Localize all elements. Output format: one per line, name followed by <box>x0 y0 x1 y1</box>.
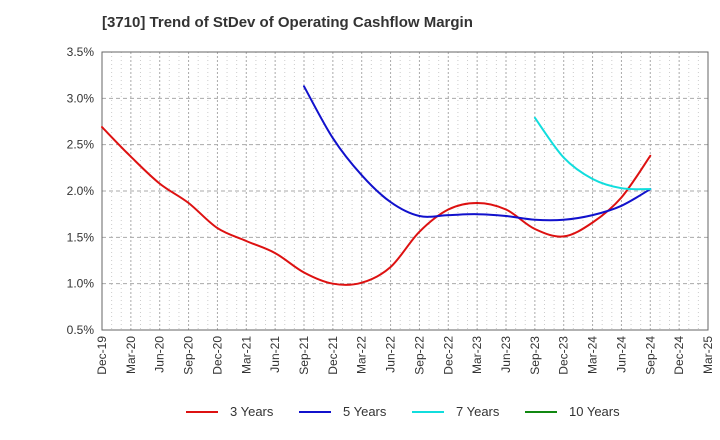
y-tick-label: 0.5% <box>67 323 95 337</box>
x-tick-label: Jun-22 <box>384 336 398 373</box>
legend-label: 7 Years <box>456 404 500 419</box>
x-tick-label: Dec-21 <box>326 336 340 375</box>
line-chart: 0.5% 1.0% 1.5% 2.0% 2.5% 3.0% 3.5% Dec-19 Mar-2… <box>67 45 715 375</box>
x-tick-label: Sep-21 <box>297 336 311 375</box>
x-tick-label: Jun-20 <box>153 336 167 373</box>
y-tick-label: 2.5% <box>67 138 95 152</box>
x-tick-label: Sep-24 <box>643 336 657 375</box>
y-tick-label: 1.5% <box>67 230 95 244</box>
x-tick-label: Dec-24 <box>672 336 686 375</box>
x-tick-label: Mar-22 <box>355 336 369 374</box>
y-tick-label: 3.5% <box>67 45 95 59</box>
x-tick-label: Sep-23 <box>528 336 542 375</box>
series-line-7-years <box>533 116 652 191</box>
x-tick-label: Jun-21 <box>268 336 282 373</box>
x-tick-label: Mar-24 <box>586 336 600 374</box>
x-tick-labels: Dec-19 Mar-20 Jun-20 Sep-20 Dec-20 Mar-21 Jun-… <box>95 336 715 375</box>
series-line-5-years <box>303 85 652 222</box>
x-tick-label: Jun-23 <box>499 336 513 373</box>
series-line-3-years <box>101 126 652 286</box>
legend-item: 10 Years <box>525 404 620 419</box>
plot-border <box>101 51 709 331</box>
x-tick-label: Jun-24 <box>614 336 628 373</box>
x-tick-label: Dec-22 <box>441 336 455 375</box>
y-tick-label: 2.0% <box>67 184 95 198</box>
x-tick-label: Mar-20 <box>124 336 138 374</box>
legend-label: 10 Years <box>569 404 620 419</box>
legend-item: 3 Years <box>186 404 273 419</box>
x-tick-label: Sep-20 <box>182 336 196 375</box>
x-tick-label: Dec-20 <box>210 336 224 375</box>
legend-swatch <box>186 410 218 413</box>
series-lines <box>101 85 652 286</box>
legend-item: 5 Years <box>299 404 386 419</box>
x-tick-label: Sep-22 <box>412 336 426 375</box>
legend-swatch <box>299 410 331 413</box>
legend: 3 Years 5 Years 7 Years 10 Years <box>0 404 720 426</box>
x-tick-label: Dec-19 <box>95 336 109 375</box>
legend-label: 3 Years <box>230 404 274 419</box>
legend-swatch <box>525 410 557 413</box>
y-tick-label: 3.0% <box>67 91 95 105</box>
chart-title: [3710] Trend of StDev of Operating Cashf… <box>102 14 473 31</box>
x-tick-label: Mar-23 <box>470 336 484 374</box>
axes <box>101 51 709 331</box>
x-tick-label: Mar-21 <box>239 336 253 374</box>
legend-item: 7 Years <box>412 404 499 419</box>
y-tick-labels: 0.5% 1.0% 1.5% 2.0% 2.5% 3.0% 3.5% <box>67 45 95 337</box>
y-tick-label: 1.0% <box>67 277 95 291</box>
legend-swatch <box>412 410 444 413</box>
x-tick-label: Dec-23 <box>557 336 571 375</box>
legend-label: 5 Years <box>343 404 387 419</box>
x-tick-label: Mar-25 <box>701 336 715 374</box>
